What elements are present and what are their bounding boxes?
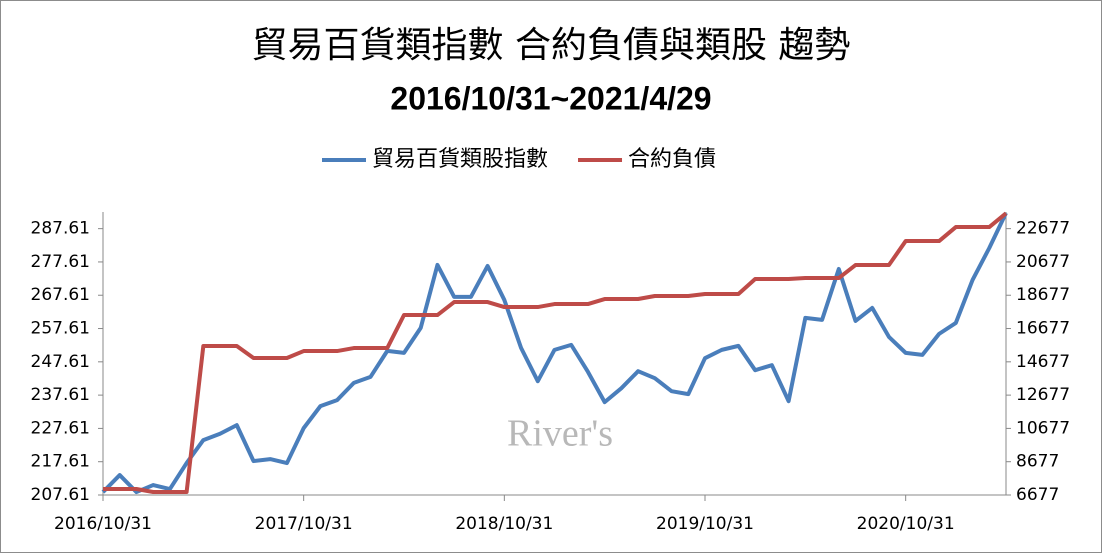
y-tick-label: 217.61 <box>31 452 90 472</box>
series-line <box>103 211 1008 494</box>
y2-tick-label: 14677 <box>1016 352 1070 372</box>
y-tick-label: 287.61 <box>31 219 90 239</box>
y2-tick-label: 12677 <box>1016 385 1070 405</box>
series-line <box>101 212 1008 495</box>
legend-label: 合約負債 <box>628 147 716 172</box>
y2-tick-label: 8677 <box>1016 452 1059 472</box>
x-tick-label: 2020/10/31 <box>857 514 955 534</box>
y2-tick-label: 10677 <box>1016 418 1070 438</box>
legend-label: 貿易百貨類股指數 <box>372 147 548 172</box>
x-tick-label: 2016/10/31 <box>54 514 152 534</box>
watermark: River's <box>507 413 613 455</box>
y-tick-label: 227.61 <box>31 418 90 438</box>
x-tick-label: 2018/10/31 <box>455 514 553 534</box>
x-tick-label: 2019/10/31 <box>656 514 754 534</box>
y2-tick-label: 20677 <box>1016 252 1070 272</box>
y-tick-label: 257.61 <box>31 319 90 339</box>
y-tick-label: 207.61 <box>31 485 90 505</box>
y-tick-label: 277.61 <box>31 252 90 272</box>
y2-tick-label: 6677 <box>1016 485 1059 505</box>
y-tick-label: 267.61 <box>31 285 90 305</box>
x-tick-label: 2017/10/31 <box>255 514 353 534</box>
y2-tick-label: 18677 <box>1016 285 1070 305</box>
y-tick-label: 247.61 <box>31 352 90 372</box>
chart-title: 貿易百貨類指數 合約負債與類股 趨勢 <box>252 25 851 66</box>
y2-tick-label: 22677 <box>1016 219 1070 239</box>
chart-subtitle: 2016/10/31~2021/4/29 <box>390 80 711 116</box>
y-tick-label: 237.61 <box>31 385 90 405</box>
y2-tick-label: 16677 <box>1016 319 1070 339</box>
